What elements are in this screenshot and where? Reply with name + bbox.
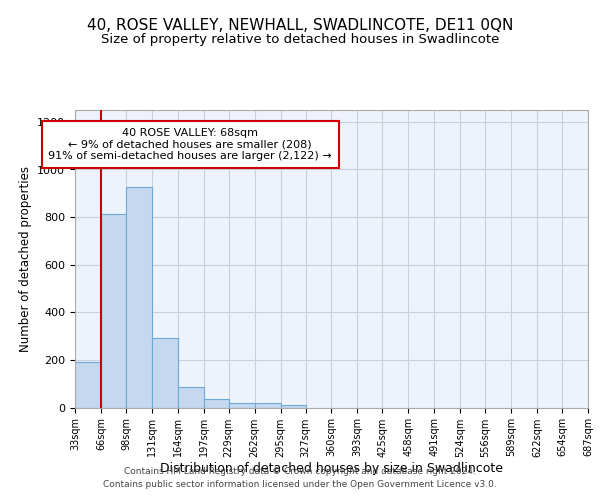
Text: Size of property relative to detached houses in Swadlincote: Size of property relative to detached ho… — [101, 32, 499, 46]
Text: 40 ROSE VALLEY: 68sqm
← 9% of detached houses are smaller (208)
91% of semi-deta: 40 ROSE VALLEY: 68sqm ← 9% of detached h… — [49, 128, 332, 161]
Y-axis label: Number of detached properties: Number of detached properties — [19, 166, 32, 352]
Bar — [152, 338, 178, 407]
Bar — [101, 214, 126, 408]
X-axis label: Distribution of detached houses by size in Swadlincote: Distribution of detached houses by size … — [160, 462, 503, 475]
Text: Contains public sector information licensed under the Open Government Licence v3: Contains public sector information licen… — [103, 480, 497, 489]
Bar — [203, 399, 229, 407]
Text: Contains HM Land Registry data © Crown copyright and database right 2024.: Contains HM Land Registry data © Crown c… — [124, 467, 476, 476]
Bar — [75, 362, 101, 408]
Text: 40, ROSE VALLEY, NEWHALL, SWADLINCOTE, DE11 0QN: 40, ROSE VALLEY, NEWHALL, SWADLINCOTE, D… — [87, 18, 513, 32]
Bar — [229, 402, 254, 407]
Bar — [178, 386, 203, 407]
Bar — [281, 404, 305, 407]
Bar — [254, 403, 281, 407]
Bar — [126, 188, 152, 408]
